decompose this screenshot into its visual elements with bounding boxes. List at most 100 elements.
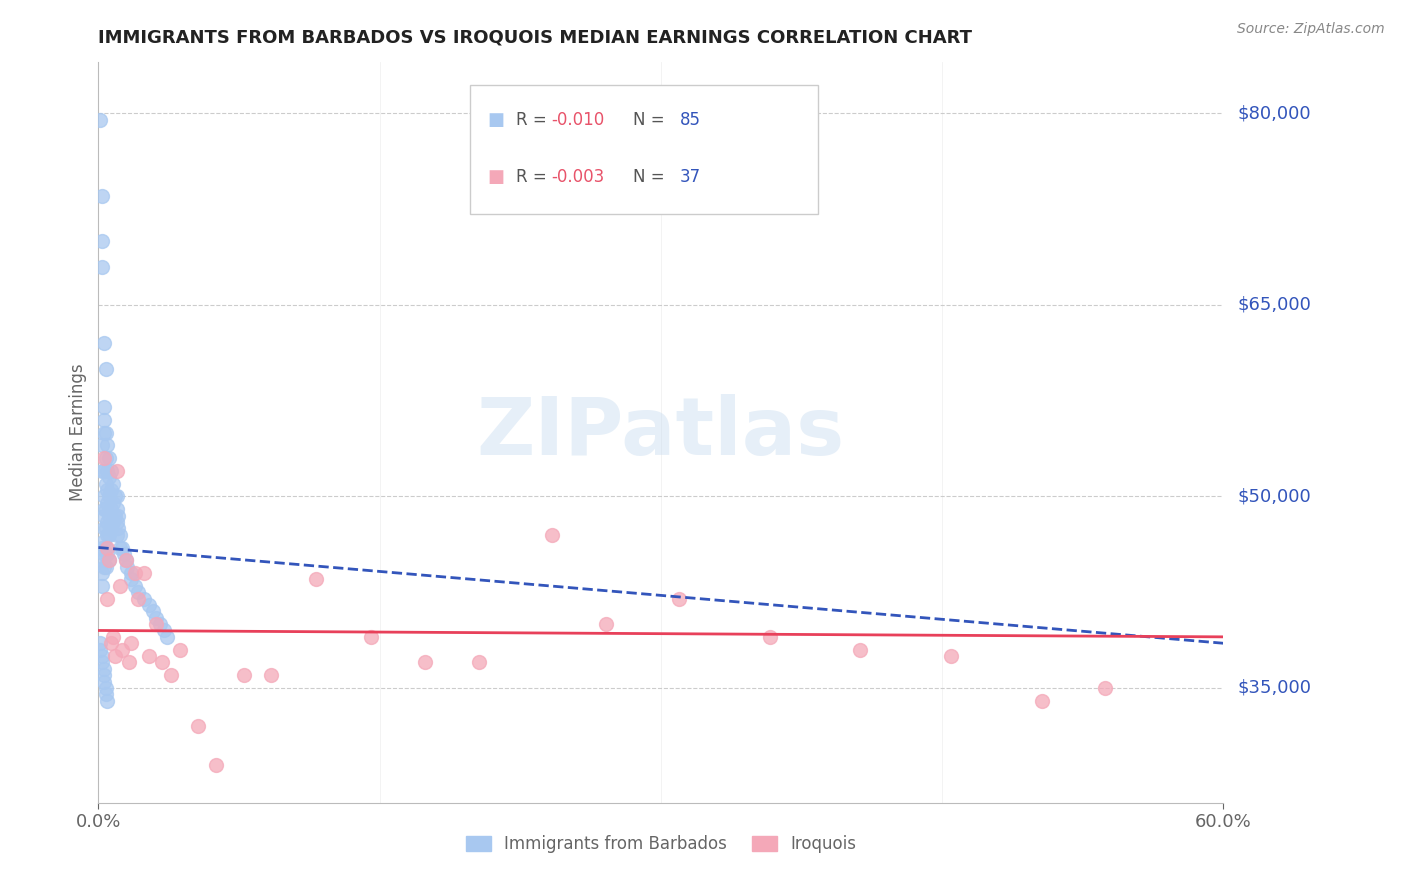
Point <box>132 566 155 580</box>
Point <box>145 610 167 624</box>
Point <box>138 598 160 612</box>
Text: R =: R = <box>516 112 551 129</box>
Point <box>94 361 117 376</box>
Point <box>145 617 167 632</box>
Point <box>117 559 139 574</box>
Point <box>111 642 134 657</box>
Point <box>96 547 118 561</box>
Point <box>96 541 118 555</box>
Text: $35,000: $35,000 <box>1237 679 1312 697</box>
Point <box>124 566 146 580</box>
Point <box>91 464 114 478</box>
Point <box>108 527 131 541</box>
Point <box>360 630 382 644</box>
Point <box>124 579 146 593</box>
Point <box>118 656 141 670</box>
Point <box>111 541 134 555</box>
Point <box>93 451 115 466</box>
Point <box>100 521 122 535</box>
Text: -0.010: -0.010 <box>551 112 605 129</box>
Point <box>91 541 114 555</box>
Point <box>1031 694 1053 708</box>
Point <box>98 490 121 504</box>
Point <box>101 476 124 491</box>
Point <box>93 521 115 535</box>
Point <box>89 642 111 657</box>
Point <box>120 566 142 580</box>
Point <box>98 553 121 567</box>
Point <box>98 527 121 541</box>
Point <box>108 579 131 593</box>
Point <box>156 630 179 644</box>
Point <box>169 642 191 657</box>
Point <box>94 559 117 574</box>
Point <box>232 668 254 682</box>
Point <box>1094 681 1116 695</box>
Point <box>127 591 149 606</box>
Point <box>93 413 115 427</box>
Point <box>93 668 115 682</box>
Point <box>96 527 118 541</box>
Point <box>120 636 142 650</box>
Point <box>105 464 128 478</box>
Point <box>100 636 122 650</box>
Point <box>112 547 135 561</box>
Point <box>114 553 136 567</box>
Point <box>413 656 436 670</box>
Point <box>91 189 114 203</box>
Point <box>114 553 136 567</box>
Point <box>96 694 118 708</box>
Text: 37: 37 <box>681 169 702 186</box>
Text: ZIPatlas: ZIPatlas <box>477 393 845 472</box>
Point <box>150 656 173 670</box>
Point <box>91 260 114 274</box>
Text: ■: ■ <box>488 112 505 129</box>
Point <box>104 648 127 663</box>
Point <box>152 624 174 638</box>
Point <box>91 566 114 580</box>
Point <box>91 656 114 670</box>
Point <box>187 719 209 733</box>
Point <box>91 553 114 567</box>
Point <box>132 591 155 606</box>
Point <box>101 496 124 510</box>
Point <box>98 508 121 523</box>
Point <box>93 547 115 561</box>
Point <box>93 674 115 689</box>
Point <box>93 400 115 414</box>
Point <box>149 617 172 632</box>
Point <box>100 502 122 516</box>
Point <box>108 541 131 555</box>
Point <box>100 464 122 478</box>
Point <box>94 521 117 535</box>
Text: 85: 85 <box>681 112 702 129</box>
Point <box>93 559 115 574</box>
Point <box>105 515 128 529</box>
Point <box>107 521 129 535</box>
Point <box>104 508 127 523</box>
Point <box>96 591 118 606</box>
Text: IMMIGRANTS FROM BARBADOS VS IROQUOIS MEDIAN EARNINGS CORRELATION CHART: IMMIGRANTS FROM BARBADOS VS IROQUOIS MED… <box>98 29 973 47</box>
Point <box>160 668 183 682</box>
Point <box>105 490 128 504</box>
Point <box>127 585 149 599</box>
Point <box>96 438 118 452</box>
Point <box>93 502 115 516</box>
Point <box>93 662 115 676</box>
Point <box>96 483 118 497</box>
Point <box>93 508 115 523</box>
Text: ■: ■ <box>488 169 505 186</box>
Point <box>93 464 115 478</box>
Text: R =: R = <box>516 169 551 186</box>
Point <box>541 527 564 541</box>
Point <box>105 502 128 516</box>
Text: $65,000: $65,000 <box>1237 296 1310 314</box>
Point <box>107 508 129 523</box>
Point <box>94 476 117 491</box>
FancyBboxPatch shape <box>470 85 818 214</box>
Point <box>104 490 127 504</box>
Point <box>93 490 115 504</box>
Text: $50,000: $50,000 <box>1237 487 1310 506</box>
Point <box>94 681 117 695</box>
Point <box>89 636 111 650</box>
